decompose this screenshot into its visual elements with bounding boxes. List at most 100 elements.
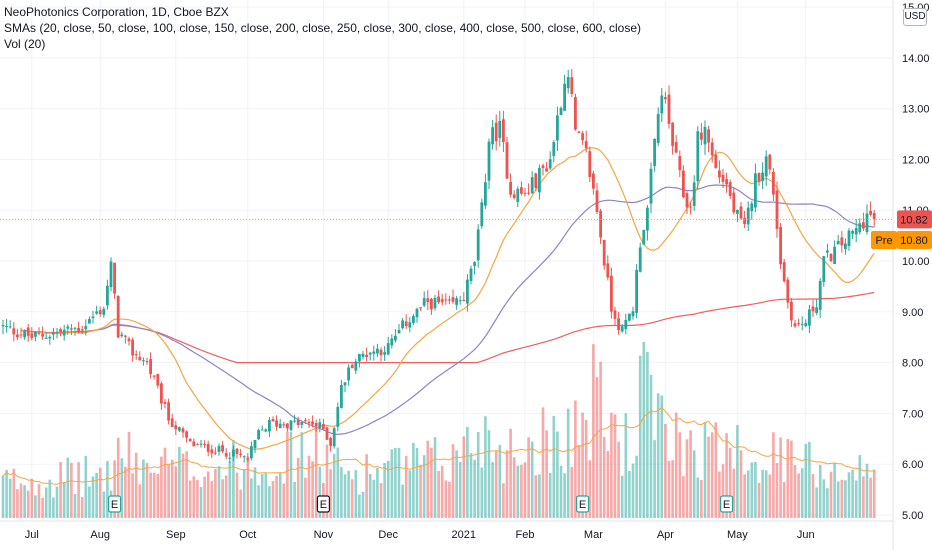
candle-body <box>1 324 5 327</box>
candle-body <box>541 165 545 169</box>
candle-body <box>152 375 156 377</box>
volume-bar <box>534 475 538 518</box>
volume-bar <box>473 459 476 518</box>
volume-bar <box>833 462 836 518</box>
candle-body <box>8 326 12 328</box>
candle-body <box>368 352 372 355</box>
currency-label[interactable]: USD <box>903 8 927 26</box>
x-tick-label: Sep <box>166 529 186 541</box>
volume-bar <box>340 467 343 518</box>
volume-bar <box>707 436 710 518</box>
volume-bar <box>289 431 293 518</box>
candle-body <box>437 296 440 303</box>
volume-bar <box>764 470 768 518</box>
volume-bar <box>462 436 466 518</box>
volume-bar <box>347 470 350 518</box>
candle-body <box>854 228 858 235</box>
candle-body <box>635 269 638 313</box>
volume-bar <box>610 412 613 518</box>
volume-bar <box>192 476 196 518</box>
volume-bar <box>822 479 826 518</box>
volume-sma-line <box>2 406 875 485</box>
x-tick-label: May <box>727 529 748 541</box>
candle-body <box>743 217 746 225</box>
volume-bar <box>552 415 556 518</box>
candle-body <box>451 297 455 302</box>
volume-bar <box>674 412 678 518</box>
candle-body <box>566 77 570 89</box>
candle-body <box>800 323 804 325</box>
candle-body <box>559 107 563 116</box>
candle-body <box>232 449 235 457</box>
last-price-badge <box>897 210 932 229</box>
volume-bar <box>710 432 714 518</box>
candle-body <box>768 154 772 170</box>
candle-body <box>44 337 48 339</box>
candle-body <box>98 310 102 315</box>
candle-body <box>469 268 473 281</box>
candle-body <box>642 229 646 245</box>
candle-body <box>466 279 469 304</box>
candle-body <box>358 353 361 362</box>
volume-bar <box>646 351 649 518</box>
y-tick-label: 12.00 <box>902 154 930 166</box>
earnings-marker-label: E <box>723 499 730 511</box>
candle-body <box>181 428 185 433</box>
volume-bar <box>62 481 66 518</box>
candle-body <box>124 335 127 337</box>
candle-body <box>282 424 286 426</box>
volume-bar <box>16 489 19 518</box>
volume-bar <box>678 432 682 518</box>
symbol-title: NeoPhotonics Corporation, 1D, Cboe BZX <box>4 5 229 19</box>
volume-bar <box>516 465 520 518</box>
volume-bar <box>271 481 275 518</box>
candle-body <box>462 299 466 301</box>
volume-bar <box>307 455 311 518</box>
candle-body <box>671 122 674 147</box>
volume-bar <box>66 457 70 518</box>
candle-body <box>664 97 667 100</box>
candle-body <box>88 319 91 324</box>
volume-bar <box>408 470 412 518</box>
volume-bar <box>37 484 41 518</box>
volume-legend: Vol (20) <box>4 37 46 51</box>
candle-body <box>203 444 206 446</box>
candle-body <box>116 296 120 338</box>
volume-bar <box>682 476 685 518</box>
candle-body <box>138 356 142 361</box>
candle-body <box>822 256 826 283</box>
volume-bar <box>703 422 707 518</box>
candle-body <box>826 250 829 253</box>
volume-bar <box>318 466 322 518</box>
chart-legend: NeoPhotonics Corporation, 1D, Cboe BZX S… <box>4 4 641 52</box>
volume-bar <box>412 442 415 518</box>
volume-bar <box>70 462 73 518</box>
candle-body <box>221 445 224 452</box>
volume-bar <box>685 439 689 518</box>
candle-body <box>196 444 199 446</box>
volume-bar <box>502 483 505 518</box>
volume-bar <box>12 468 16 518</box>
volume-bar <box>30 478 34 518</box>
volume-bar <box>268 486 271 518</box>
candle-body <box>628 313 631 321</box>
candle-body <box>595 190 599 213</box>
candle-body <box>624 319 628 330</box>
volume-bar <box>548 472 552 518</box>
volume-bar <box>494 450 498 518</box>
volume-bar <box>635 455 638 518</box>
volume-bar <box>664 423 667 518</box>
candle-body <box>606 263 610 278</box>
volume-bar <box>332 454 336 518</box>
candle-body <box>829 253 833 262</box>
volume-bar <box>530 441 534 518</box>
volume-bar <box>538 474 541 518</box>
sma-20-line <box>21 147 875 451</box>
volume-bar <box>872 469 876 518</box>
volume-bar <box>595 377 599 518</box>
volume-bar <box>836 481 840 518</box>
candle-body <box>332 428 336 447</box>
volume-bar <box>73 494 77 518</box>
volume-bar <box>721 464 725 518</box>
